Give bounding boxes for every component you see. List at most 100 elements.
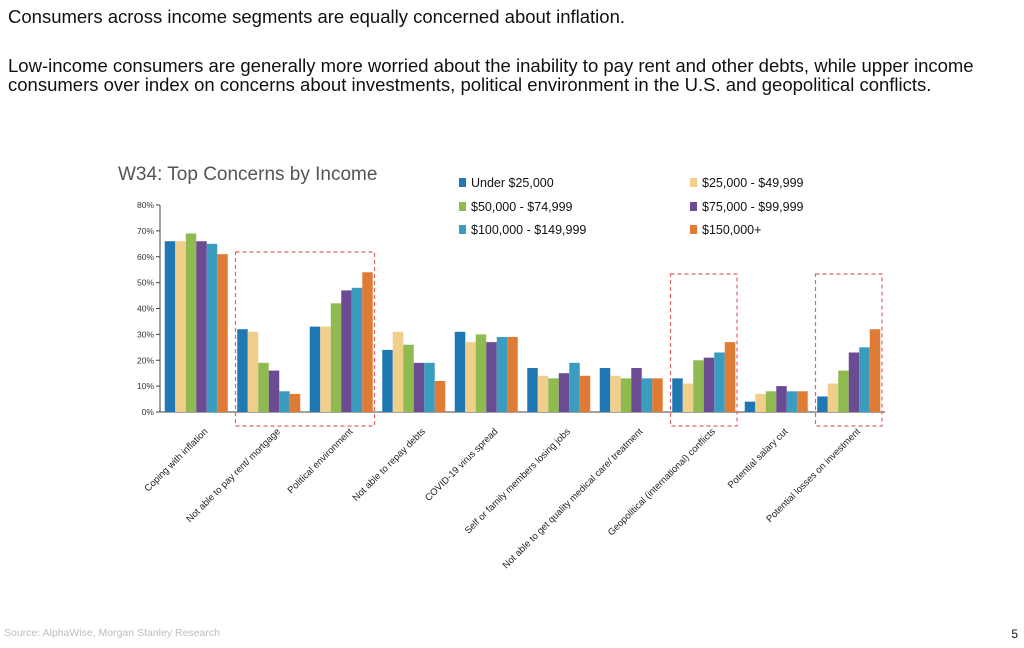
highlight-box-not-able-to-pay-rent-mortgage xyxy=(234,251,376,427)
bar-potential-losses-on-investment-100-000-149-999 xyxy=(859,347,870,412)
bar-potential-salary-cut-75-000-99-999 xyxy=(776,386,787,412)
y-tick-label: 70% xyxy=(137,226,154,236)
bar-geopolitical-international-conflicts-100-000-149-999 xyxy=(714,352,725,412)
bar-not-able-to-get-quality-medical-care-treatment-25-000-49-999 xyxy=(610,375,621,412)
bar-coping-with-inflation-75-000-99-999 xyxy=(196,241,207,412)
bar-area xyxy=(164,233,881,412)
bar-not-able-to-get-quality-medical-care-treatment-under-25-000 xyxy=(599,368,611,412)
legend-swatch-under-25-000 xyxy=(459,178,466,187)
bar-covid-19-virus-spread-under-25-000 xyxy=(454,331,466,412)
bar-potential-salary-cut-100-000-149-999 xyxy=(786,391,798,412)
bar-potential-losses-on-investment-75-000-99-999 xyxy=(848,352,860,412)
bar-not-able-to-get-quality-medical-care-treatment-50-000-74-999 xyxy=(620,378,632,412)
bar-coping-with-inflation-under-25-000 xyxy=(164,241,176,412)
legend-swatch-50-000-74-999 xyxy=(459,202,466,211)
bar-political-environment-50-000-74-999 xyxy=(330,303,342,412)
bar-potential-salary-cut-under-25-000 xyxy=(744,401,756,412)
bar-covid-19-virus-spread-75-000-99-999 xyxy=(486,342,497,412)
bar-not-able-to-pay-rent-mortgage-25-000-49-999 xyxy=(247,331,259,412)
bar-covid-19-virus-spread-150-000 xyxy=(507,336,518,412)
bar-potential-losses-on-investment-25-000-49-999 xyxy=(827,383,839,412)
source-note: Source: AlphaWise, Morgan Stanley Resear… xyxy=(4,627,220,639)
bar-covid-19-virus-spread-100-000-149-999 xyxy=(496,336,508,412)
bar-geopolitical-international-conflicts-50-000-74-999 xyxy=(693,360,704,412)
bar-not-able-to-pay-rent-mortgage-under-25-000 xyxy=(237,329,248,412)
legend-swatch-150-000 xyxy=(690,225,697,234)
bar-covid-19-virus-spread-25-000-49-999 xyxy=(465,342,476,412)
bar-covid-19-virus-spread-50-000-74-999 xyxy=(475,334,487,412)
chart-legend: Under $25,000 $25,000 - $49,999 $50,000 - … xyxy=(459,176,804,237)
y-tick-label: 40% xyxy=(137,304,154,314)
bar-coping-with-inflation-25-000-49-999 xyxy=(175,241,186,412)
y-tick-label: 0% xyxy=(142,407,155,417)
bar-not-able-to-repay-debts-100-000-149-999 xyxy=(424,362,435,412)
bar-potential-salary-cut-50-000-74-999 xyxy=(765,391,777,412)
bar-not-able-to-repay-debts-50-000-74-999 xyxy=(403,344,414,412)
y-tick-label: 20% xyxy=(137,355,154,365)
legend-label: $75,000 - $99,999 xyxy=(702,200,804,214)
bar-coping-with-inflation-50-000-74-999 xyxy=(185,233,197,412)
bar-geopolitical-international-conflicts-75-000-99-999 xyxy=(703,357,715,412)
bar-potential-salary-cut-25-000-49-999 xyxy=(755,393,766,412)
bar-not-able-to-pay-rent-mortgage-50-000-74-999 xyxy=(258,362,269,412)
x-tick-label: COVID-19 virus spread xyxy=(423,426,500,503)
bar-not-able-to-pay-rent-mortgage-100-000-149-999 xyxy=(279,391,290,412)
bar-coping-with-inflation-100-000-149-999 xyxy=(206,243,218,412)
bar-political-environment-75-000-99-999 xyxy=(341,290,352,412)
page-number: 5 xyxy=(1011,627,1018,641)
x-tick-label: Not able to get quality medical care/ tr… xyxy=(501,426,646,571)
x-tick-label: Coping with inflation xyxy=(142,426,210,494)
bar-potential-losses-on-investment-150-000 xyxy=(869,329,881,412)
legend-swatch-25-000-49-999 xyxy=(690,178,697,187)
x-tick-label: Potential salary cut xyxy=(726,426,791,491)
legend-label: $100,000 - $149,999 xyxy=(471,223,586,237)
bar-not-able-to-repay-debts-25-000-49-999 xyxy=(392,331,404,412)
slide-headline: Consumers across income segments are equ… xyxy=(8,6,625,27)
slide-subhead: Low-income consumers are generally more … xyxy=(8,55,974,95)
bar-not-able-to-get-quality-medical-care-treatment-75-000-99-999 xyxy=(631,368,642,412)
bar-potential-salary-cut-150-000 xyxy=(797,391,808,412)
highlight-boxes xyxy=(234,251,883,427)
bar-not-able-to-pay-rent-mortgage-75-000-99-999 xyxy=(268,370,280,412)
bar-political-environment-under-25-000 xyxy=(309,326,321,412)
bar-political-environment-100-000-149-999 xyxy=(351,287,363,412)
bar-not-able-to-repay-debts-75-000-99-999 xyxy=(413,362,425,412)
bar-political-environment-150-000 xyxy=(362,272,373,412)
bar-potential-losses-on-investment-under-25-000 xyxy=(817,396,828,412)
bar-self-or-family-members-losing-jobs-25-000-49-999 xyxy=(537,375,549,412)
legend-label: Under $25,000 xyxy=(471,176,554,190)
legend-label: $25,000 - $49,999 xyxy=(702,176,804,190)
highlight-box-potential-losses-on-investment xyxy=(814,273,883,427)
x-tick-label: Political environment xyxy=(286,426,356,496)
y-tick-label: 80% xyxy=(137,200,154,210)
legend-label: $50,000 - $74,999 xyxy=(471,200,573,214)
bar-self-or-family-members-losing-jobs-under-25-000 xyxy=(527,368,538,412)
legend-swatch-75-000-99-999 xyxy=(690,202,697,211)
bar-self-or-family-members-losing-jobs-150-000 xyxy=(579,375,591,412)
bar-not-able-to-get-quality-medical-care-treatment-100-000-149-999 xyxy=(641,378,653,412)
legend-swatch-100-000-149-999 xyxy=(459,225,466,234)
bar-not-able-to-repay-debts-150-000 xyxy=(434,380,446,412)
highlight-box-geopolitical-international-conflicts xyxy=(669,273,738,427)
legend-label: $150,000+ xyxy=(702,223,761,237)
bar-self-or-family-members-losing-jobs-100-000-149-999 xyxy=(569,362,580,412)
bar-not-able-to-get-quality-medical-care-treatment-150-000 xyxy=(652,378,663,412)
chart-title: W34: Top Concerns by Income xyxy=(118,164,377,185)
bar-geopolitical-international-conflicts-under-25-000 xyxy=(672,378,683,412)
y-tick-label: 60% xyxy=(137,252,154,262)
x-tick-label: Not able to repay debts xyxy=(351,426,428,503)
y-tick-label: 50% xyxy=(137,278,154,288)
bar-political-environment-25-000-49-999 xyxy=(320,326,331,412)
bar-not-able-to-repay-debts-under-25-000 xyxy=(382,349,393,412)
bar-self-or-family-members-losing-jobs-50-000-74-999 xyxy=(548,378,559,412)
y-tick-label: 10% xyxy=(137,381,154,391)
bar-self-or-family-members-losing-jobs-75-000-99-999 xyxy=(558,373,570,412)
y-tick-label: 30% xyxy=(137,329,154,339)
bar-geopolitical-international-conflicts-25-000-49-999 xyxy=(682,383,694,412)
bar-not-able-to-pay-rent-mortgage-150-000 xyxy=(289,393,301,412)
bar-coping-with-inflation-150-000 xyxy=(217,254,228,412)
bar-chart: W34: Top Concerns by Income Under $25,00… xyxy=(118,164,885,571)
bar-potential-losses-on-investment-50-000-74-999 xyxy=(838,370,849,412)
bar-geopolitical-international-conflicts-150-000 xyxy=(724,342,736,412)
